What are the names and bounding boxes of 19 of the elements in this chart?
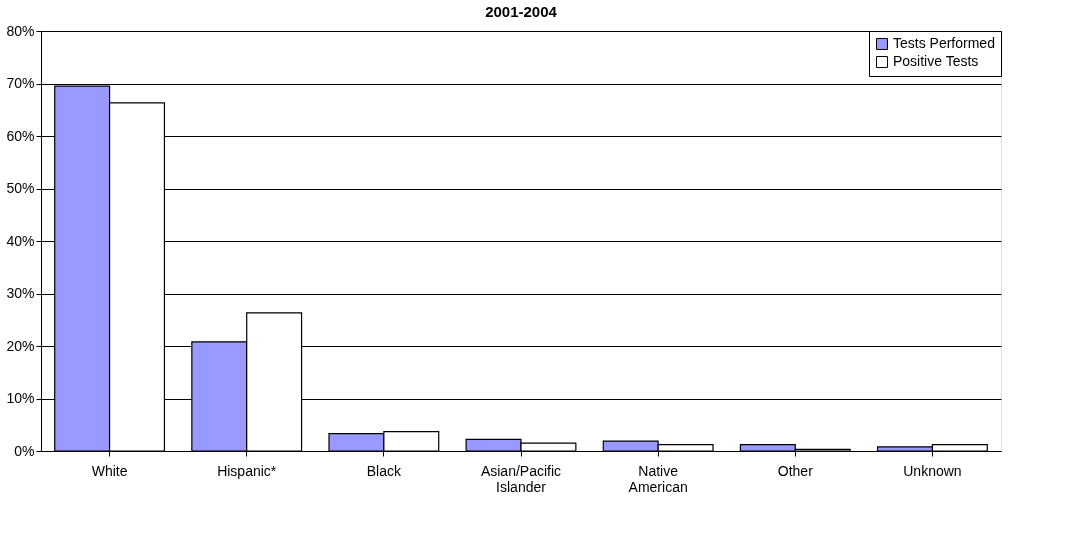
y-tick-label: 40% xyxy=(6,232,35,249)
y-tick-label: 10% xyxy=(6,390,35,406)
x-tick-label: Black xyxy=(366,462,402,479)
x-tick-label: White xyxy=(91,462,128,479)
y-tick-label: 80% xyxy=(6,22,35,39)
y-tick-label: 30% xyxy=(6,285,35,301)
y-tick-label: 20% xyxy=(6,337,35,354)
x-tick-label: Other xyxy=(777,462,814,479)
y-tick-label: 0% xyxy=(14,442,35,459)
x-tick-label: Native American xyxy=(628,462,688,495)
y-tick-label: 50% xyxy=(6,180,35,196)
chart-title: 2001-2004 xyxy=(485,3,558,20)
legend-label: Positive Tests xyxy=(893,53,979,69)
x-tick-label: Unknown xyxy=(903,462,962,479)
legend-label: Tests Performed xyxy=(893,35,995,51)
x-tick-label: Hispanic* xyxy=(217,462,277,479)
y-tick-label: 70% xyxy=(6,75,35,91)
x-tick-label: Asian/Pacific Islander xyxy=(480,462,562,495)
y-tick-label: 60% xyxy=(6,127,35,144)
